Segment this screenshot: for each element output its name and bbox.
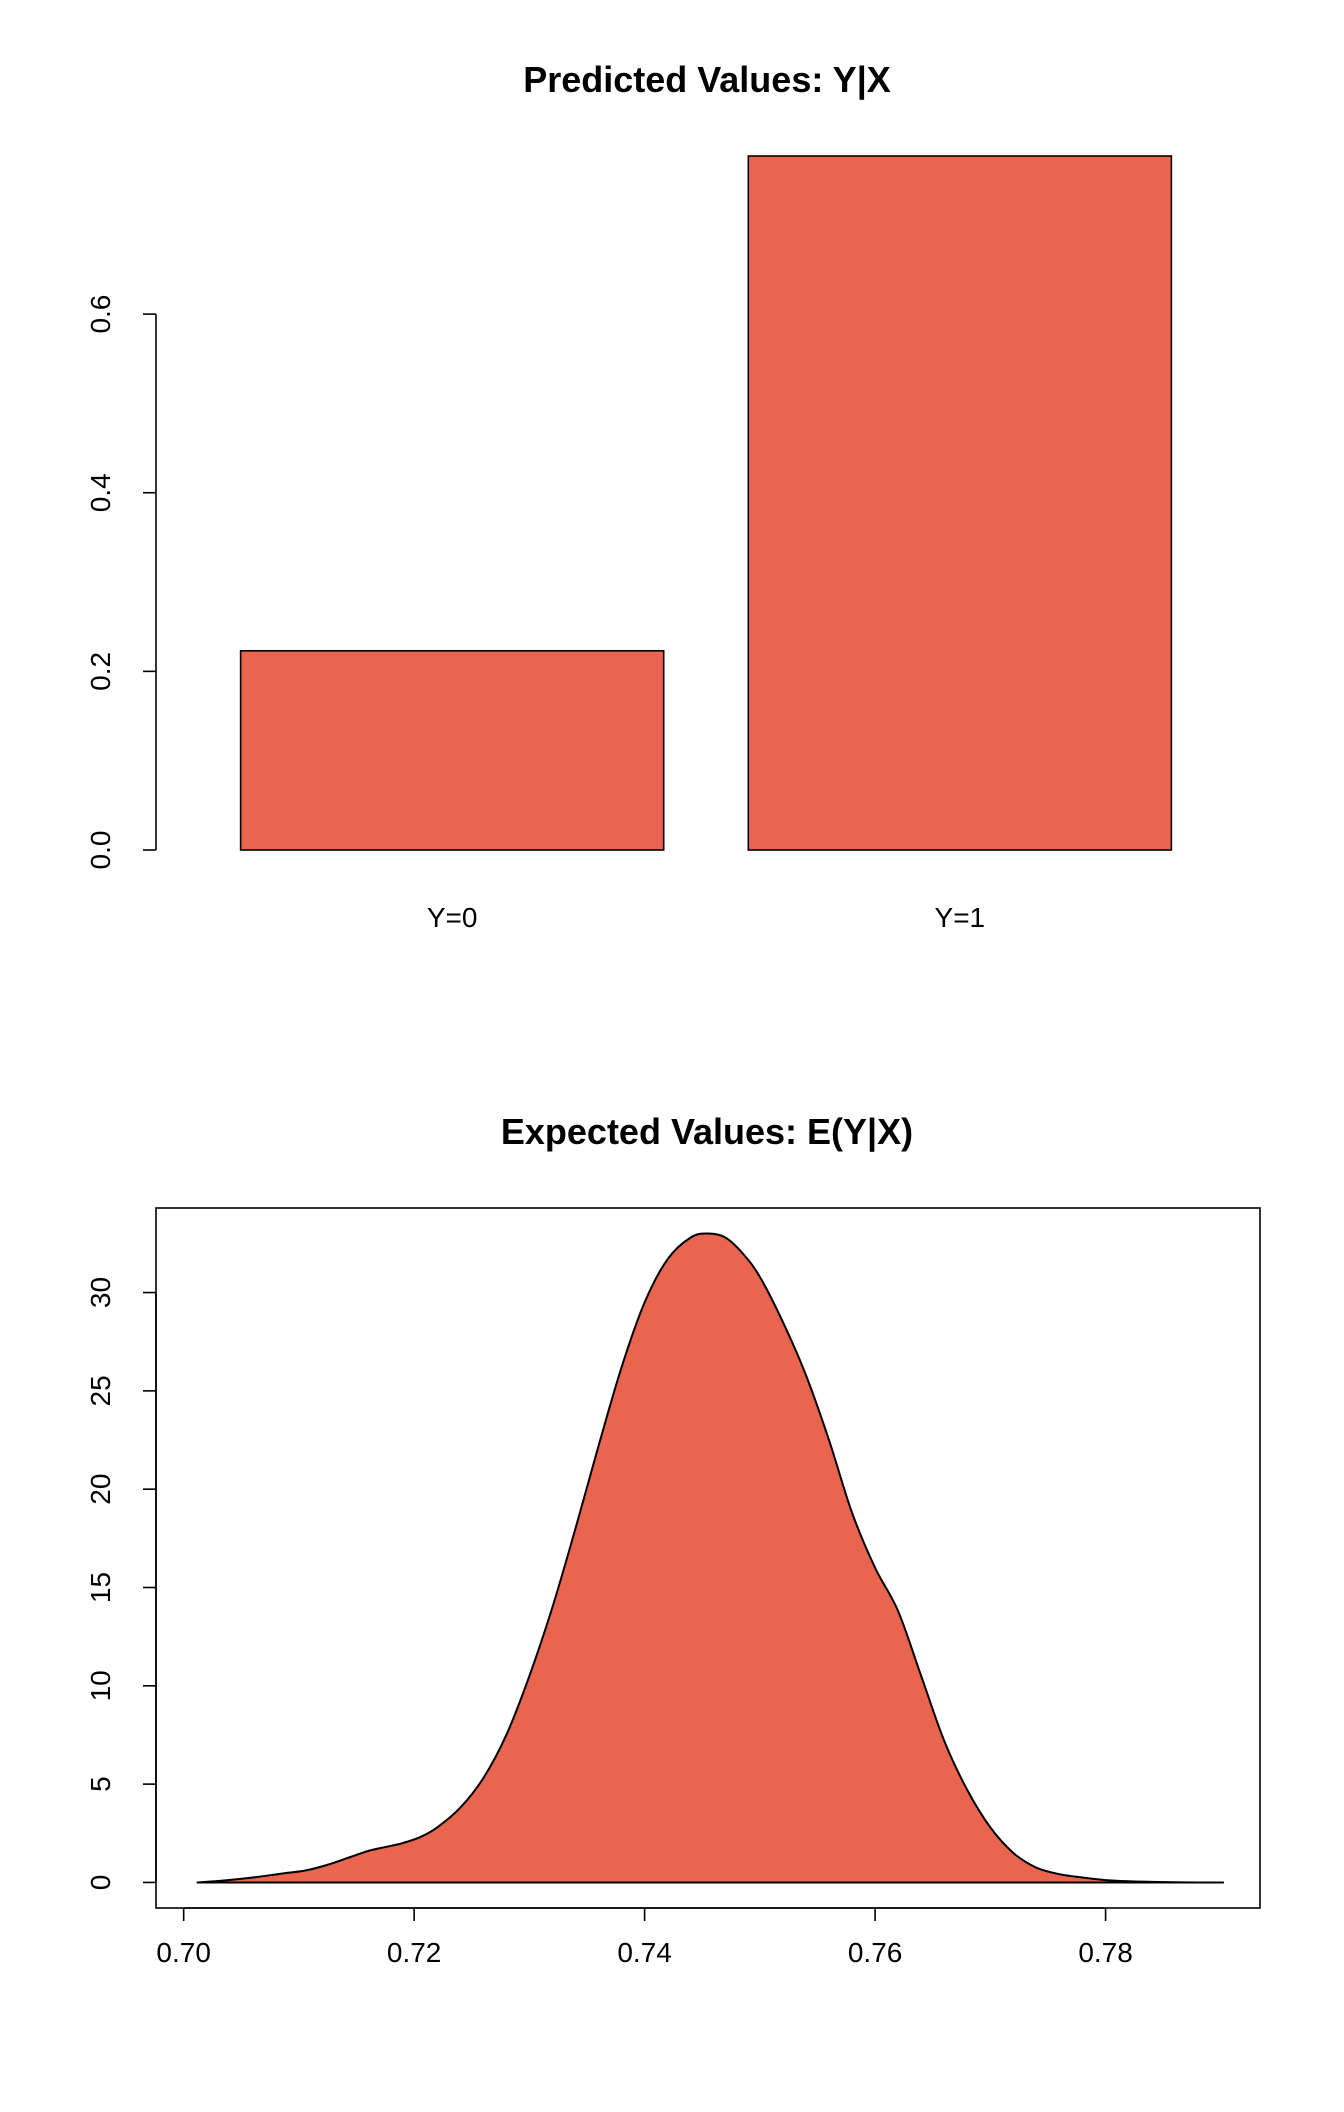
y-tick-label: 0.6 bbox=[85, 295, 116, 334]
x-tick-label: Y=1 bbox=[935, 902, 986, 933]
y-tick-label: 0.0 bbox=[85, 831, 116, 870]
y-axis: 0.0 0.2 0.4 0.6 bbox=[85, 295, 157, 870]
y-tick-label: 25 bbox=[85, 1375, 116, 1406]
x-tick-labels: Y=0 Y=1 bbox=[427, 902, 985, 933]
x-tick-label: 0.76 bbox=[848, 1937, 903, 1968]
expected-values-chart: Expected Values: E(Y|X) 0.70 0.72 0.74 0.76… bbox=[85, 1111, 1261, 1968]
bar bbox=[239, 650, 665, 851]
y-tick-label: 30 bbox=[85, 1277, 116, 1308]
x-tick-label: Y=0 bbox=[427, 902, 478, 933]
density-area-series bbox=[196, 1232, 1225, 1884]
x-tick-label: 0.70 bbox=[156, 1937, 211, 1968]
predicted-values-chart: Predicted Values: Y|X 0.0 0.2 0.4 0.6 Y=0 Y… bbox=[85, 59, 1173, 933]
y-tick-label: 10 bbox=[85, 1670, 116, 1701]
y-tick-label: 15 bbox=[85, 1572, 116, 1603]
y-tick-label: 5 bbox=[85, 1776, 116, 1792]
chart-title: Predicted Values: Y|X bbox=[523, 59, 891, 101]
y-tick-label: 0 bbox=[85, 1875, 116, 1891]
bar-series bbox=[239, 155, 1173, 851]
chart-title: Expected Values: E(Y|X) bbox=[501, 1111, 913, 1153]
y-tick-label: 20 bbox=[85, 1474, 116, 1505]
x-tick-label: 0.72 bbox=[387, 1937, 442, 1968]
x-axis: 0.70 0.72 0.74 0.76 0.78 bbox=[156, 1907, 1133, 1968]
bar bbox=[747, 155, 1173, 851]
x-tick-label: 0.78 bbox=[1078, 1937, 1133, 1968]
y-axis: 0 5 10 15 20 25 30 bbox=[85, 1277, 157, 1891]
y-tick-label: 0.2 bbox=[85, 652, 116, 691]
x-tick-label: 0.74 bbox=[617, 1937, 672, 1968]
y-tick-label: 0.4 bbox=[85, 473, 116, 512]
density-area bbox=[196, 1232, 1225, 1884]
